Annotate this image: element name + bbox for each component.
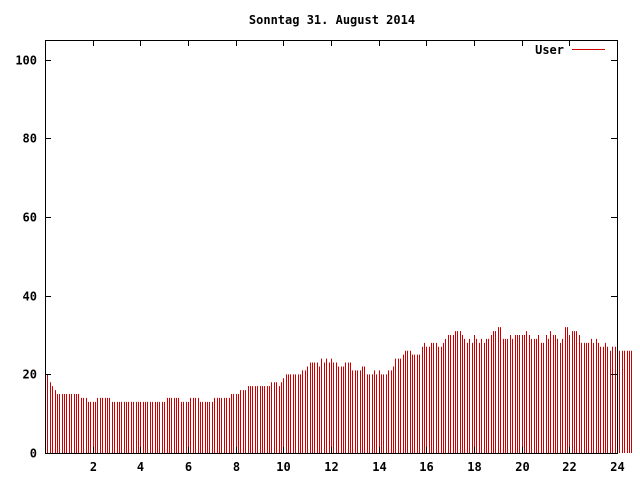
legend-label: User: [535, 43, 564, 57]
y-tick-label: 100: [15, 54, 37, 68]
y-tick-label: 40: [23, 290, 37, 304]
x-axis: 2 4 6 8 10 12 14 16 18 20 22 24: [90, 40, 625, 474]
x-tick-label: 18: [467, 460, 481, 474]
legend: User: [535, 43, 605, 57]
x-tick-label: 22: [562, 460, 576, 474]
y-axis: 0 20 40 60 80 100: [15, 54, 617, 461]
x-tick-label: 16: [419, 460, 433, 474]
chart-title: Sonntag 31. August 2014: [249, 13, 415, 27]
y-tick-label: 60: [23, 211, 37, 225]
x-tick-label: 6: [185, 460, 192, 474]
y-tick-label: 20: [23, 368, 37, 382]
x-tick-label: 20: [515, 460, 529, 474]
x-tick-label: 24: [610, 460, 624, 474]
x-tick-label: 2: [90, 460, 97, 474]
x-tick-label: 8: [233, 460, 240, 474]
x-tick-label: 14: [372, 460, 386, 474]
x-tick-label: 12: [324, 460, 338, 474]
y-tick-label: 80: [23, 132, 37, 146]
y-tick-label: 0: [30, 447, 37, 461]
x-tick-label: 4: [137, 460, 144, 474]
bars-group: [45, 327, 632, 453]
x-tick-label: 10: [276, 460, 290, 474]
